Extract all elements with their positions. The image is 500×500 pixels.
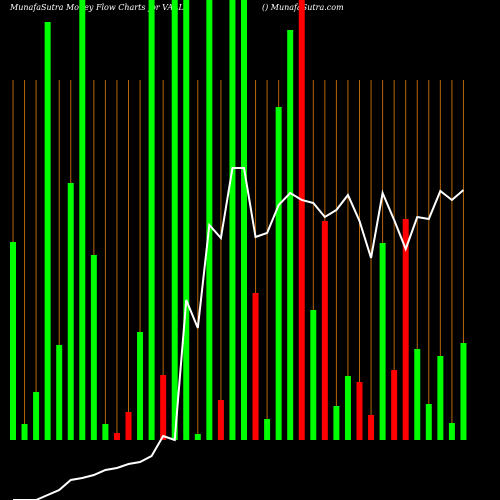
bar	[113, 433, 120, 440]
money-flow-line	[13, 167, 465, 500]
bar	[310, 310, 317, 440]
bar	[252, 293, 259, 440]
bar	[33, 392, 40, 440]
chart-title: MunafaSutra Money Flow Charts for VALLS	[9, 3, 190, 12]
bar	[217, 400, 224, 440]
bar	[44, 22, 51, 440]
bar	[90, 255, 97, 440]
bar	[183, 0, 190, 440]
bar	[344, 376, 351, 440]
bar	[79, 0, 86, 440]
bar	[171, 0, 178, 440]
bar	[414, 349, 421, 440]
bar	[402, 219, 409, 440]
bar	[356, 382, 363, 440]
bar	[67, 183, 74, 440]
bar	[437, 356, 444, 440]
bar	[321, 221, 328, 440]
bar	[137, 332, 144, 440]
bar	[206, 0, 213, 440]
bar	[298, 0, 305, 440]
bar	[125, 412, 132, 440]
bar	[264, 419, 271, 440]
bar	[21, 424, 28, 440]
bar	[275, 107, 282, 440]
bar	[10, 242, 16, 440]
bar	[425, 404, 432, 440]
bar	[460, 343, 467, 440]
bar	[148, 0, 155, 440]
bar	[333, 406, 340, 440]
bar	[287, 30, 294, 440]
bar	[241, 0, 247, 440]
bar	[391, 370, 398, 440]
bar	[194, 434, 201, 440]
bar	[448, 423, 455, 440]
bar	[368, 415, 375, 440]
bar	[160, 375, 167, 440]
bar	[56, 345, 63, 440]
bar	[379, 243, 386, 440]
bar	[229, 0, 236, 440]
bar	[102, 424, 109, 440]
